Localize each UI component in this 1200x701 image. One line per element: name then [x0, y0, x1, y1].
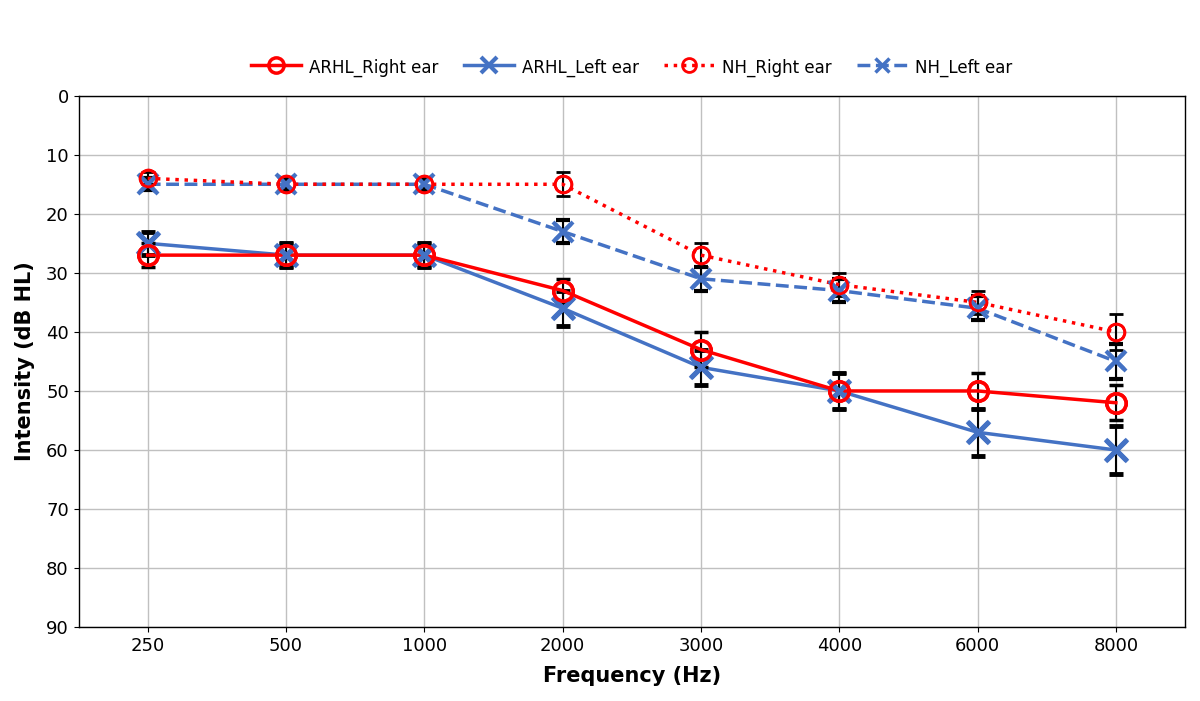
Y-axis label: Intensity (dB HL): Intensity (dB HL): [14, 261, 35, 461]
X-axis label: Frequency (Hz): Frequency (Hz): [542, 666, 721, 686]
Legend: ARHL_Right ear, ARHL_Left ear, NH_Right ear, NH_Left ear: ARHL_Right ear, ARHL_Left ear, NH_Right …: [245, 51, 1019, 85]
